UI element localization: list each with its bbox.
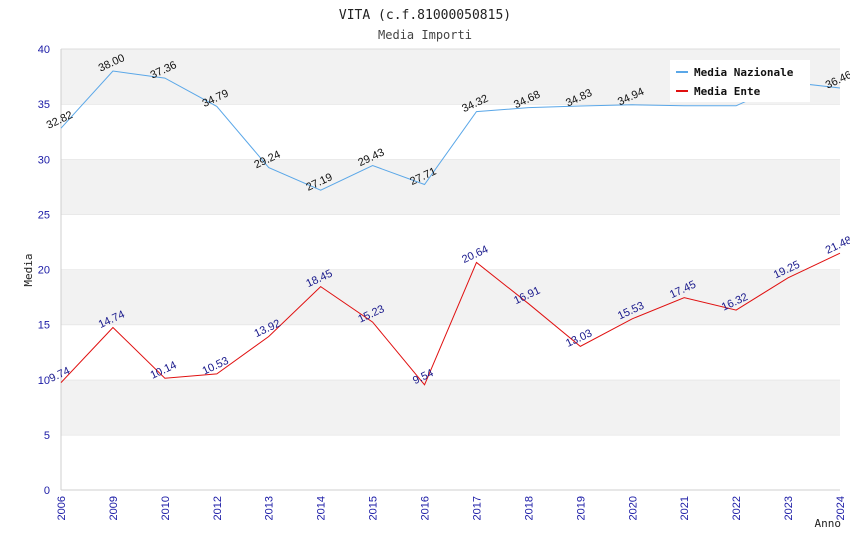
legend-label: Media Ente — [694, 85, 761, 98]
x-tick-label: 2012 — [212, 496, 224, 520]
x-tick-label: 2019 — [575, 496, 587, 520]
x-tick-label: 2009 — [108, 496, 120, 520]
grid-band — [61, 379, 840, 435]
series-line-media-ente — [60, 252, 841, 386]
y-tick-label: 25 — [38, 209, 50, 221]
x-tick-label: 2014 — [316, 496, 328, 520]
y-tick-label: 40 — [38, 44, 50, 56]
grid-band — [61, 159, 840, 215]
y-tick-label: 10 — [38, 375, 50, 387]
grid-bands — [61, 48, 840, 490]
grid-band — [61, 214, 840, 270]
x-tick-label: 2022 — [731, 496, 743, 520]
grid-band — [61, 324, 840, 380]
x-tick-label: 2020 — [627, 496, 639, 520]
y-axis-ticks: 0 5 10 15 20 25 30 35 40 — [38, 44, 50, 497]
y-tick-label: 20 — [38, 265, 50, 277]
grid-band — [61, 434, 840, 490]
x-tick-label: 2021 — [679, 496, 691, 520]
chart-subtitle: Media Importi — [378, 28, 472, 42]
legend-label: Media Nazionale — [694, 66, 794, 79]
x-tick-label: 2024 — [835, 496, 847, 520]
legend-box — [670, 60, 810, 102]
y-axis-label: Media — [22, 253, 35, 286]
y-tick-label: 0 — [44, 485, 50, 497]
x-tick-label: 2010 — [160, 496, 172, 520]
x-tick-label: 2006 — [56, 496, 68, 520]
x-tick-label: 2013 — [264, 496, 276, 520]
x-tick-label: 2015 — [368, 496, 380, 520]
axes — [60, 49, 840, 491]
y-tick-label: 5 — [44, 430, 50, 442]
y-tick-label: 30 — [38, 154, 50, 166]
grid-band — [61, 269, 840, 325]
series-line-media-nazionale — [60, 70, 841, 191]
series-lines — [60, 70, 841, 386]
x-tick-label: 2016 — [420, 496, 432, 520]
x-tick-label: 2017 — [471, 496, 483, 520]
grid-band — [61, 104, 840, 160]
y-tick-label: 35 — [38, 99, 50, 111]
x-axis-label: Anno — [815, 517, 842, 530]
x-tick-label: 2018 — [523, 496, 535, 520]
x-tick-label: 2023 — [783, 496, 795, 520]
chart-title: VITA (c.f.81000050815) — [339, 8, 511, 23]
x-axis-ticks: 2006 2009 2010 2012 2013 2014 2015 2016 2017 2018… — [56, 496, 847, 520]
y-tick-label: 15 — [38, 320, 50, 332]
legend: Media Nazionale Media Ente — [670, 60, 810, 102]
